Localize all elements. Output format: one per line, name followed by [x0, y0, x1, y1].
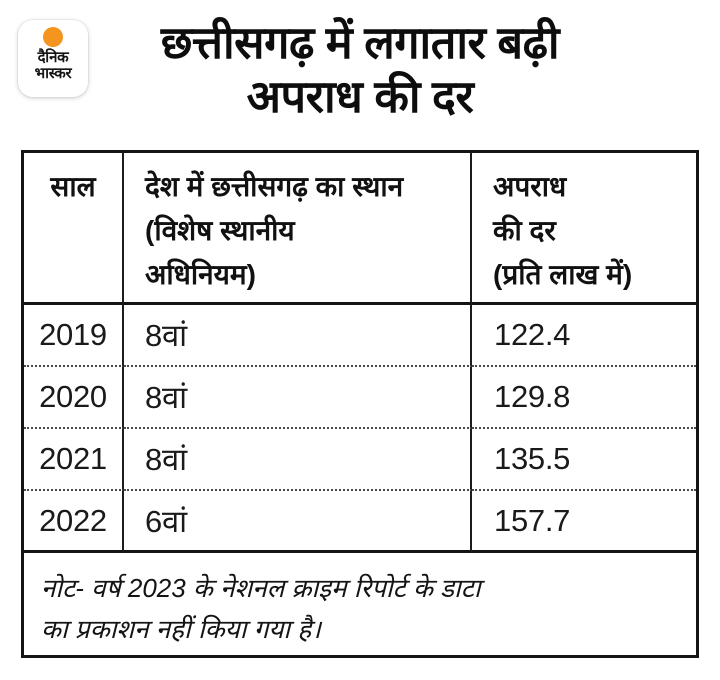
title-line1: छत्तीसगढ़ में लगातार बढ़ी	[160, 17, 560, 68]
rate-cell: 157.7	[472, 491, 696, 553]
footnote: नोट- वर्ष 2023 के नेशनल क्राइम रिपोर्ट क…	[24, 553, 696, 655]
footnote-line2: का प्रकाशन नहीं किया गया है।	[41, 614, 322, 644]
rate-cell: 135.5	[472, 429, 696, 491]
logo-text-line2: भास्कर	[34, 65, 72, 82]
year-cell: 2022	[24, 491, 124, 553]
footnote-line1: नोट- वर्ष 2023 के नेशनल क्राइम रिपोर्ट क…	[41, 573, 481, 603]
year-cell: 2021	[24, 429, 124, 491]
header-rank: देश में छत्तीसगढ़ का स्थान (विशेष स्थानी…	[124, 153, 472, 305]
rank-cell: 8वां	[124, 429, 472, 491]
crime-rate-table: साल देश में छत्तीसगढ़ का स्थान (विशेष स्…	[21, 150, 699, 658]
rank-cell: 8वां	[124, 305, 472, 367]
dainik-bhaskar-logo: दैनिक भास्कर	[18, 20, 88, 97]
year-cell: 2020	[24, 367, 124, 429]
rate-cell: 129.8	[472, 367, 696, 429]
logo-text-line1: दैनिक	[37, 49, 69, 66]
title-line2: अपराध की दर	[246, 71, 474, 122]
rank-cell: 6वां	[124, 491, 472, 553]
bhaskar-sun-icon	[43, 27, 63, 47]
header-rate: अपराध की दर (प्रति लाख में)	[472, 153, 696, 305]
page-title: छत्तीसगढ़ में लगातार बढ़ी अपराध की दर	[0, 16, 720, 124]
year-cell: 2019	[24, 305, 124, 367]
header-year: साल	[24, 153, 124, 305]
rank-cell: 8वां	[124, 367, 472, 429]
rate-cell: 122.4	[472, 305, 696, 367]
